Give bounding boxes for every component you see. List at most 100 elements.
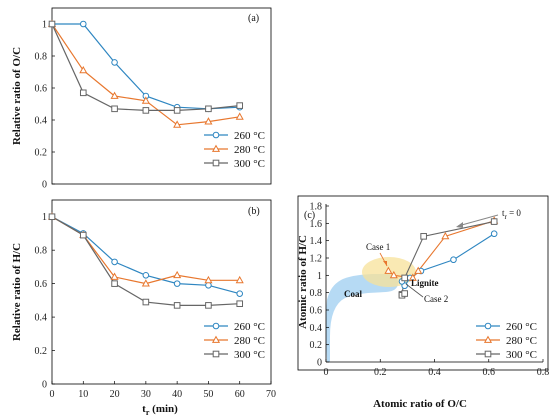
tr0-arrowhead [456, 222, 463, 228]
chart-c-ytick-label-2: 0.4 [310, 323, 323, 334]
chart-a-frame [51, 7, 272, 185]
chart-b-ytick-label-2: 0.4 [35, 313, 48, 324]
chart-a-legend-label-2: 300 °C [234, 158, 265, 170]
chart-b-xtick-label-3: 30 [141, 389, 151, 400]
chart-b-point-2-6 [236, 300, 244, 308]
chart-a-point-2-5 [205, 105, 212, 113]
chart-b-legend-marker-1 [211, 335, 221, 343]
chart-b-xlabel: tr (min) [142, 403, 178, 416]
chart-c-point-0-1 [450, 256, 457, 264]
chart-b-ytick-label-0: 0 [42, 380, 47, 391]
case2-label: Case 2 [424, 294, 448, 304]
tr0-sub: r [505, 213, 508, 221]
chart-a-ytick-label-1: 0.2 [35, 148, 48, 159]
chart-a-ytick-label-0: 0 [42, 180, 47, 191]
chart-c-ytick-label-1: 0.2 [310, 340, 323, 351]
chart-c-frame [297, 195, 549, 371]
chart-c-panel-label: (c) [304, 210, 315, 221]
chart-c-ytick-label-8: 1.6 [310, 219, 323, 230]
chart-c-point-1-5 [384, 266, 393, 274]
chart-a-point-2-6 [236, 102, 244, 109]
chart-a-legend-marker-0 [212, 131, 220, 139]
chart-c-ytick-label-7: 1.4 [310, 236, 323, 247]
chart-b-point-2-1 [79, 231, 87, 239]
chart-a-point-2-0 [48, 20, 56, 28]
chart-a-point-2-2 [111, 105, 118, 113]
chart-a-point-1-2 [110, 91, 119, 99]
chart-b-xtick-label-1: 10 [78, 389, 88, 400]
chart-b-ytick-label-1: 0.2 [35, 346, 48, 357]
chart-a-panel-label: (a) [248, 13, 259, 24]
chart-c-xtick-label-1: 0.2 [374, 367, 387, 378]
chart-b-series-line-2 [51, 216, 240, 306]
chart-c-point-1-4 [389, 270, 398, 279]
chart-b-point-1-3 [141, 279, 150, 287]
chart-c-point-2-1 [420, 233, 427, 240]
chart-b-legend-marker-2 [212, 350, 220, 358]
chart-c-xtick-label-0: 0 [324, 367, 329, 378]
chart-c-point-2-2 [401, 274, 408, 282]
chart-b-legend-marker-0 [212, 322, 220, 330]
chart-a-point-1-6 [235, 112, 244, 120]
chart-c-legend-marker-0 [484, 322, 492, 330]
coal-region [326, 274, 398, 362]
chart-b: (b) Relative ratio of H/C 0 0.2 0.4 0.6 0.8 1… [11, 199, 276, 416]
chart-b-point-0-5 [205, 282, 212, 289]
chart-b-legend-label-0: 260 °C [234, 321, 265, 333]
chart-a-point-1-1 [79, 65, 88, 74]
chart-a-point-2-3 [142, 107, 150, 114]
chart-a-legend-marker-1 [211, 144, 221, 152]
chart-b-ytick-label-5: 1 [42, 212, 47, 223]
chart-a: (a) Relative ratio of O/C 0 0.2 0.4 0.6 0.8 1… [11, 7, 272, 191]
chart-b-xtick-label-4: 40 [172, 389, 182, 400]
chart-a-ytick-label-2: 0.4 [35, 116, 48, 127]
chart-b-point-2-3 [142, 298, 150, 306]
chart-c-ytick-label-0: 0 [317, 358, 322, 369]
chart-b-xtick-label-7: 70 [266, 389, 276, 400]
chart-a-point-2-4 [173, 107, 181, 114]
chart-a-ytick-label-5: 1 [42, 20, 47, 31]
chart-c-legend-label-2: 300 °C [506, 349, 537, 361]
chart-c-point-1-3 [408, 273, 417, 281]
chart-c-ytick-label-5: 1 [317, 271, 322, 282]
chart-b-panel-label: (b) [248, 206, 260, 217]
chart-c-ytick-label-4: 0.8 [310, 288, 323, 299]
lignite-label: Lignite [411, 278, 439, 288]
chart-b-point-1-5 [204, 275, 213, 284]
chart-b-xlabel-sub: r [146, 408, 150, 416]
chart-c-legend-label-1: 280 °C [506, 335, 537, 347]
chart-a-legend-label-0: 260 °C [234, 130, 265, 142]
chart-b-point-1-4 [173, 270, 182, 279]
chart-b-point-2-2 [111, 280, 118, 287]
chart-b-xtick-label-0: 0 [50, 389, 55, 400]
chart-c-legend-label-0: 260 °C [506, 321, 537, 333]
case1-label: Case 1 [366, 242, 390, 252]
chart-a-ylabel: Relative ratio of O/C [11, 47, 23, 145]
chart-a-ytick-label-3: 0.6 [35, 84, 48, 95]
chart-b-point-0-3 [142, 271, 150, 279]
chart-b-xlabel-unit: (min) [149, 403, 178, 415]
chart-c-point-1-2 [414, 266, 423, 274]
chart-b-point-1-2 [110, 272, 119, 280]
chart-b-point-0-2 [111, 258, 118, 266]
case2-pointer [405, 283, 424, 298]
chart-b-xtick-label-2: 20 [110, 389, 120, 400]
chart-c-legend-marker-1 [483, 335, 493, 343]
chart-b-point-2-0 [48, 213, 56, 221]
coal-label: Coal [344, 289, 362, 299]
chart-b-point-2-4 [173, 302, 181, 309]
case1-arrowhead [383, 261, 387, 266]
chart-b-legend-label-2: 300 °C [234, 349, 265, 361]
tr0-label: tr = 0 [502, 208, 521, 221]
chart-b-point-2-5 [205, 302, 212, 309]
chart-a-point-1-3 [141, 96, 150, 104]
chart-c-legend-marker-2 [484, 350, 492, 358]
chart-c-point-2-5 [401, 290, 408, 297]
chart-a-point-0-1 [79, 20, 87, 28]
chart-c-ytick-label-3: 0.6 [310, 306, 323, 317]
chart-b-xtick-label-6: 60 [235, 389, 245, 400]
chart-b-ytick-label-3: 0.6 [35, 279, 48, 290]
chart-c-point-1-1 [441, 231, 450, 240]
chart-c: (c) Atomic ratio of H/C Atomic ratio of … [297, 195, 549, 410]
chart-b-xtick-label-5: 50 [203, 389, 213, 400]
